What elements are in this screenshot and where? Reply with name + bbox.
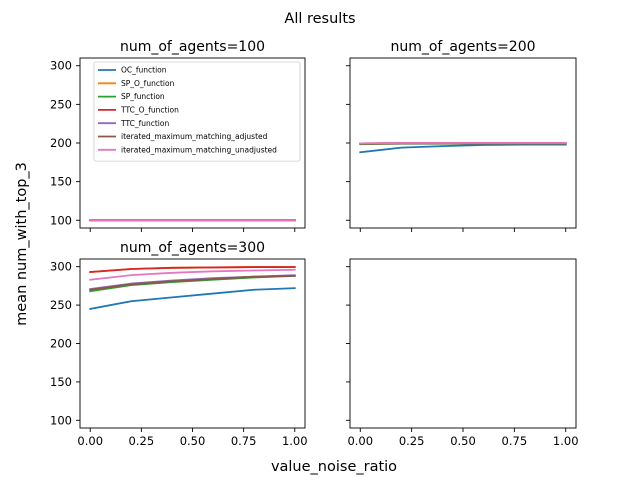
figure-suptitle: All results [284, 11, 355, 27]
subplot-3: num_of_agents=300 0.00 0.25 0.50 0.75 1.00 100… [50, 240, 308, 448]
legend-label: TTC_O_function [120, 106, 179, 115]
x-tick-label: 0.00 [77, 434, 103, 448]
subplot-2: num_of_agents=200 [346, 39, 577, 232]
y-tick-label: 200 [50, 136, 72, 150]
subplot-1: num_of_agents=100 100 150 200 250 300 OC_funct… [50, 39, 306, 232]
figure-xlabel: value_noise_ratio [271, 459, 397, 475]
legend-box [93, 61, 301, 162]
x-tick-label: 0.25 [399, 434, 425, 448]
y-tick-label: 100 [50, 413, 72, 427]
y-tick-label: 250 [50, 298, 72, 312]
series-line-iterated_maximum_matching_adjusted [89, 274, 296, 291]
legend-label: TTC_function [120, 119, 169, 128]
legend-label: OC_function [121, 66, 167, 75]
y-tick-label: 250 [50, 97, 72, 111]
legend-label: iterated_maximum_matching_unadjusted [121, 145, 277, 154]
axes-frame [349, 258, 577, 429]
figure-ylabel: mean num_with_top_3 [14, 162, 30, 326]
y-tick-label: 150 [50, 375, 72, 389]
legend-label: iterated_maximum_matching_adjusted [121, 132, 268, 141]
x-tick-label: 0.75 [502, 434, 528, 448]
y-tick-label: 300 [50, 260, 72, 274]
x-tick-label: 1.00 [282, 434, 308, 448]
y-tick-label: 150 [50, 175, 72, 189]
series-line-TTC_O_function [89, 266, 296, 274]
subplot-4: 0.00 0.25 0.50 0.75 1.00 [346, 258, 579, 448]
legend-label: SP_function [121, 92, 165, 101]
subplot-title: num_of_agents=100 [120, 39, 265, 55]
x-tick-label: 0.00 [347, 434, 373, 448]
y-tick-label: 100 [50, 213, 72, 227]
subplot-title: num_of_agents=300 [120, 240, 265, 256]
series-line-iterated_maximum_matching_unadjusted [89, 268, 296, 281]
series-group [359, 142, 567, 154]
axes-frame [79, 258, 306, 429]
y-tick-label: 300 [50, 59, 72, 73]
y-tick-label: 200 [50, 337, 72, 351]
series-line-OC_function [89, 287, 296, 310]
subplot-grid: num_of_agents=100 100 150 200 250 300 OC_funct… [50, 39, 578, 448]
x-tick-label: 1.00 [553, 434, 579, 448]
x-tick-label: 0.50 [180, 434, 206, 448]
legend-label: SP_O_function [121, 79, 175, 88]
series-line-OC_function [359, 143, 567, 154]
series-group [89, 266, 296, 310]
subplot-title: num_of_agents=200 [390, 39, 535, 55]
x-tick-label: 0.75 [231, 434, 257, 448]
legend: OC_function SP_O_function SP_function TTC_O… [93, 61, 301, 162]
x-tick-label: 0.25 [129, 434, 155, 448]
x-tick-label: 0.50 [450, 434, 476, 448]
